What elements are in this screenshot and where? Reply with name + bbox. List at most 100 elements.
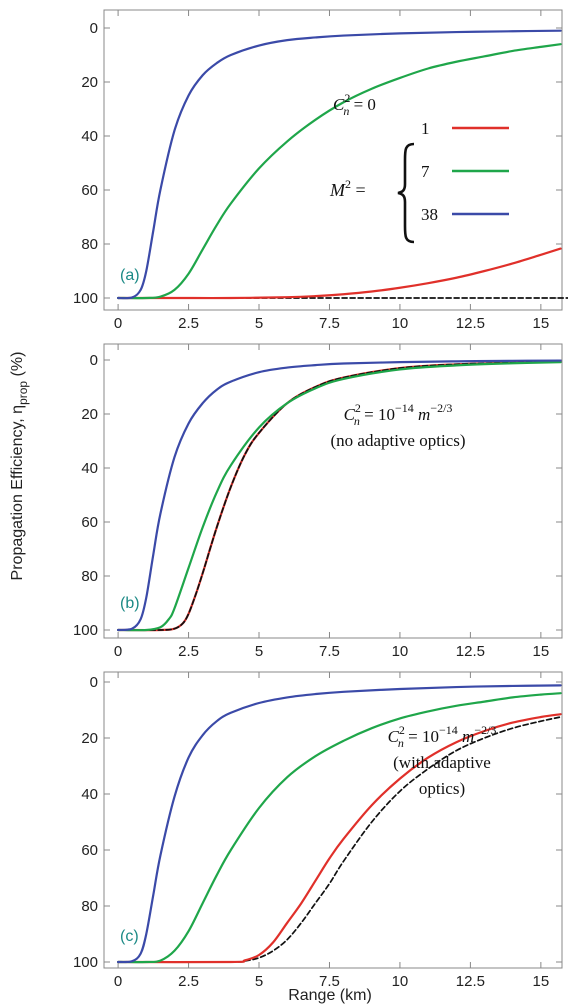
x-tick-label: 7.5 bbox=[319, 973, 340, 990]
y-tick-label: 20 bbox=[81, 74, 98, 91]
legend-entry-label: 7 bbox=[421, 162, 430, 181]
legend-symbol: M bbox=[329, 180, 346, 200]
y-tick-label: 20 bbox=[81, 406, 98, 423]
x-tick-label: 12.5 bbox=[456, 973, 485, 990]
annotation-part: = 0 bbox=[349, 95, 376, 114]
x-tick-label: 7.5 bbox=[319, 315, 340, 332]
y-axis-title-unit: (%) bbox=[9, 352, 26, 381]
series-line-m38 bbox=[116, 684, 562, 964]
series-line-m1 bbox=[116, 713, 562, 964]
y-tick-label: 60 bbox=[81, 182, 98, 199]
x-tick-label: 15 bbox=[533, 643, 550, 660]
y-axis-title-subscript: prop bbox=[16, 381, 30, 405]
y-tick-label: 100 bbox=[73, 954, 98, 971]
annotation-part: m bbox=[414, 405, 431, 424]
series-line-ideal bbox=[117, 360, 562, 631]
legend-equals: = bbox=[351, 180, 366, 200]
annotation-part: C bbox=[388, 727, 400, 746]
x-tick-label: 15 bbox=[533, 315, 550, 332]
annotation-part: (with adaptive bbox=[393, 753, 491, 772]
annotation-part: m bbox=[458, 727, 475, 746]
y-tick-label: 0 bbox=[90, 674, 98, 691]
panel-tag: (a) bbox=[120, 267, 140, 284]
annotation-part: C bbox=[344, 405, 356, 424]
y-tick-label: 40 bbox=[81, 460, 98, 477]
legend-brace bbox=[397, 142, 415, 244]
panel-annotation: C2 n = 0 bbox=[333, 91, 376, 118]
y-tick-label: 100 bbox=[73, 290, 98, 307]
annotation-part: = 10 bbox=[404, 727, 439, 746]
series-line-m7 bbox=[116, 361, 562, 632]
series-line-m7 bbox=[116, 692, 562, 964]
x-tick-label: 10 bbox=[392, 973, 409, 990]
y-tick-label: 20 bbox=[81, 730, 98, 747]
annotation-part: −14 bbox=[395, 401, 414, 415]
y-tick-label: 80 bbox=[81, 236, 98, 253]
panel-annotation: optics) bbox=[419, 779, 465, 798]
y-tick-label: 60 bbox=[81, 842, 98, 859]
x-tick-label: 15 bbox=[533, 973, 550, 990]
y-tick-label: 40 bbox=[81, 786, 98, 803]
y-tick-label: 0 bbox=[90, 20, 98, 37]
y-tick-label: 40 bbox=[81, 128, 98, 145]
x-tick-label: 5 bbox=[255, 315, 263, 332]
x-tick-label: 2.5 bbox=[178, 643, 199, 660]
x-tick-label: 5 bbox=[255, 973, 263, 990]
annotation-part: n bbox=[398, 736, 404, 750]
x-tick-label: 0 bbox=[114, 315, 122, 332]
x-tick-label: 10 bbox=[392, 643, 409, 660]
annotation-part: −2/3 bbox=[474, 723, 496, 737]
annotation-part: −14 bbox=[439, 723, 458, 737]
annotation-part: n bbox=[343, 104, 349, 118]
series-line-m1 bbox=[116, 360, 562, 632]
plot-frame bbox=[103, 343, 563, 639]
y-axis-title-main: Propagation Efficiency, η bbox=[9, 405, 26, 581]
x-axis-title: Range (km) bbox=[288, 987, 372, 1004]
legend-entry-label: 38 bbox=[421, 205, 438, 224]
annotation-part: (no adaptive optics) bbox=[330, 431, 465, 450]
y-tick-label: 80 bbox=[81, 568, 98, 585]
y-tick-label: 100 bbox=[73, 622, 98, 639]
annotation-part: n bbox=[354, 414, 360, 428]
legend-superscript: 2 bbox=[345, 177, 351, 191]
plot-frame bbox=[103, 671, 563, 969]
annotation-part: C bbox=[333, 95, 345, 114]
annotation-part: 2 bbox=[399, 723, 405, 737]
annotation-part: optics) bbox=[419, 779, 465, 798]
panel-tag: (b) bbox=[120, 595, 140, 612]
legend-title: M2 = bbox=[329, 177, 366, 200]
annotation-part: 2 bbox=[344, 91, 350, 105]
series-line-m38 bbox=[116, 29, 562, 300]
x-tick-label: 0 bbox=[114, 973, 122, 990]
panel-annotation: (no adaptive optics) bbox=[330, 431, 465, 450]
x-tick-label: 12.5 bbox=[456, 643, 485, 660]
series-line-m7 bbox=[116, 43, 562, 300]
plot-frame bbox=[103, 9, 563, 311]
annotation-part: = 10 bbox=[360, 405, 395, 424]
series-line-m38 bbox=[116, 359, 562, 632]
panel-tag: (c) bbox=[120, 928, 139, 945]
x-tick-label: 5 bbox=[255, 643, 263, 660]
y-axis-title: Propagation Efficiency, ηprop (%) bbox=[9, 352, 30, 581]
x-tick-label: 7.5 bbox=[319, 643, 340, 660]
series-line-m1 bbox=[116, 247, 562, 300]
panel-annotation: C2 n = 10−14 m−2/3 bbox=[388, 723, 497, 750]
annotation-part: −2/3 bbox=[430, 401, 452, 415]
x-tick-label: 10 bbox=[392, 315, 409, 332]
x-tick-label: 2.5 bbox=[178, 315, 199, 332]
panel-annotation: (with adaptive bbox=[393, 753, 491, 772]
x-tick-label: 0 bbox=[114, 643, 122, 660]
y-tick-label: 0 bbox=[90, 352, 98, 369]
legend-entry-label: 1 bbox=[421, 119, 430, 138]
annotation-part: 2 bbox=[355, 401, 361, 415]
series-line-ideal bbox=[117, 716, 562, 963]
x-tick-label: 2.5 bbox=[178, 973, 199, 990]
panel-annotation: C2 n = 10−14 m−2/3 bbox=[344, 401, 453, 428]
y-tick-label: 60 bbox=[81, 514, 98, 531]
x-tick-label: 12.5 bbox=[456, 315, 485, 332]
y-tick-label: 80 bbox=[81, 898, 98, 915]
